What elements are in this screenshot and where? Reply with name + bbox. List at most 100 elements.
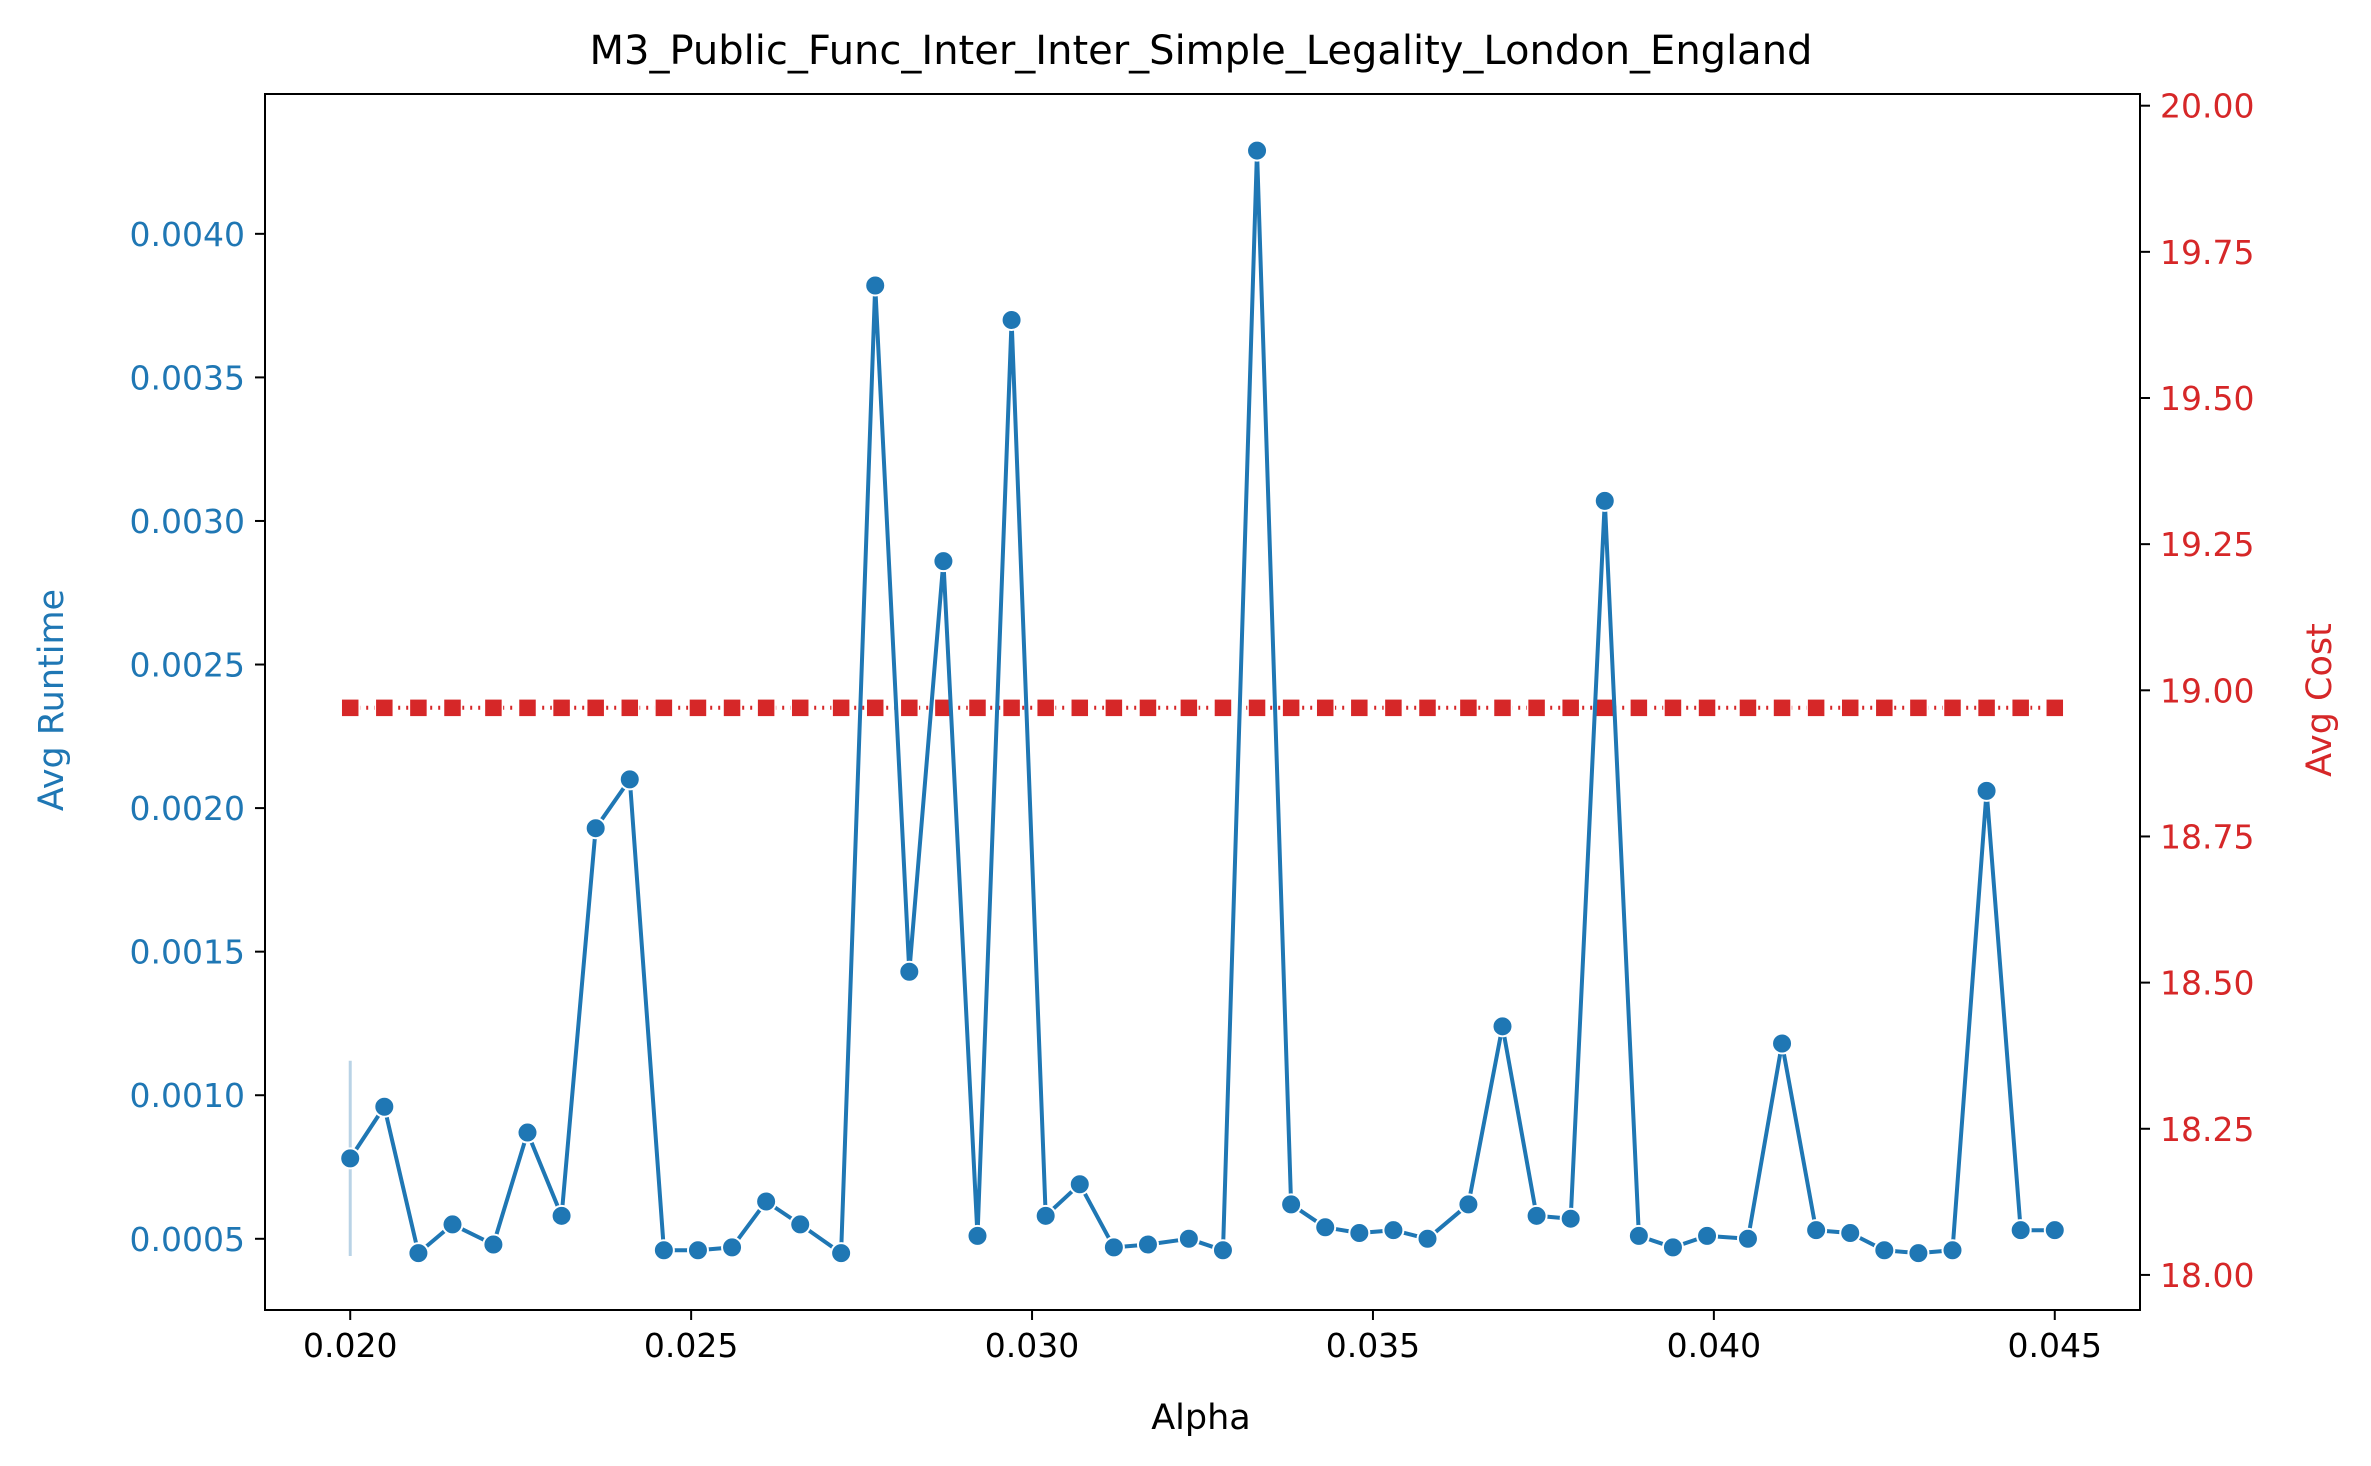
runtime-point [1416,1227,1439,1250]
runtime-point [373,1095,396,1118]
cost-point [1458,698,1479,718]
runtime-point [1177,1227,1200,1250]
runtime-point [441,1213,464,1236]
y-right-tick-label: 19.50 [2160,379,2254,418]
y-right-tick-label: 20.00 [2160,87,2254,126]
runtime-point [618,768,641,791]
runtime-point [1593,489,1616,512]
y-right-tick-label: 19.75 [2160,233,2254,272]
y-right-tick-label: 19.00 [2160,671,2254,710]
cost-point [1417,698,1438,718]
runtime-point [1102,1236,1125,1259]
y-left-tick-label: 0.0030 [130,502,245,541]
cost-point [1001,698,1022,718]
runtime-point [1136,1233,1159,1256]
plot-area: 0.020 0.025 0.030 0.035 0.040 0.045 0.0005 0.00… [130,87,2255,1365]
runtime-point [1839,1222,1862,1245]
cost-point [722,698,742,718]
cost-point [442,698,463,718]
cost-point [1772,698,1792,718]
cost-point [483,698,504,718]
cost-point [1697,698,1717,718]
runtime-point [584,817,607,840]
x-tick-label: 0.035 [1326,1326,1420,1365]
cost-point [1179,698,1199,718]
runtime-point [789,1213,812,1236]
runtime-point [1348,1222,1371,1245]
cost-point [1383,698,1404,718]
y-right-tick-label: 18.50 [2160,964,2254,1003]
runtime-point [339,1147,362,1170]
chart-title: M3_Public_Func_Inter_Inter_Simple_Legali… [590,28,1813,74]
cost-point [1526,698,1547,718]
cost-point [1738,698,1758,718]
runtime-point [1314,1216,1337,1239]
runtime-point [1736,1227,1759,1250]
cost-point [2045,698,2065,718]
cost-point [899,698,920,718]
cost-point [790,698,810,718]
plot-frame [264,93,2141,1311]
cost-point [1247,698,1267,718]
cost-point [1070,698,1090,718]
cost-point [1035,698,1056,718]
runtime-point [652,1239,675,1262]
runtime-point [1661,1236,1684,1259]
cost-point [517,698,538,718]
y-right-tick-label: 19.25 [2160,525,2254,564]
y-right-tick-label: 18.75 [2160,817,2254,856]
cost-point [1595,698,1615,718]
runtime-point [1696,1224,1719,1247]
cost-point [1492,698,1513,718]
runtime-point [1211,1239,1234,1262]
runtime-point [516,1121,539,1144]
cost-point [1840,698,1860,718]
runtime-point [1941,1239,1964,1262]
cost-point [1349,698,1370,718]
y-left-tick-label: 0.0035 [130,358,245,397]
cost-point [1874,698,1895,718]
runtime-point [482,1233,505,1256]
x-tick-label: 0.020 [303,1326,397,1365]
runtime-point [755,1190,778,1213]
runtime-point [1559,1207,1582,1230]
runtime-point [1805,1219,1828,1242]
cost-point [340,698,360,718]
cost-point [585,698,606,718]
cost-point [1104,698,1124,718]
cost-point [551,698,572,718]
y-axis-right-label: Avg Cost [2300,623,2340,777]
y-left-tick-label: 0.0010 [130,1076,245,1115]
y-left-tick-label: 0.0025 [130,646,245,685]
cost-point [831,698,851,718]
cost-point [1908,698,1929,718]
x-tick-label: 0.040 [1667,1326,1761,1365]
cost-point [1942,698,1963,718]
runtime-point [898,960,921,983]
runtime-point [830,1242,853,1265]
runtime-point [407,1242,430,1265]
cost-point [865,698,885,718]
runtime-point [1382,1219,1405,1242]
runtime-point [1907,1242,1930,1265]
runtime-point [1525,1204,1548,1227]
runtime-point [1771,1032,1794,1055]
runtime-series-line [348,148,2055,1256]
runtime-point [864,274,887,297]
cost-point [620,698,640,718]
cost-point [1976,698,1997,718]
y-right-tick-label: 18.25 [2160,1110,2254,1149]
cost-point [688,698,708,718]
runtime-point [1975,779,1998,802]
cost-point [654,698,674,718]
y-left-tick-label: 0.0020 [130,789,245,828]
cost-point [1138,698,1158,718]
y-left-tick-label: 0.0015 [130,933,245,972]
y-right-tick-label: 18.00 [2160,1256,2254,1295]
cost-point [756,698,776,718]
runtime-point [721,1236,744,1259]
runtime-point [932,550,955,573]
runtime-point [1280,1193,1303,1216]
cost-point [1315,698,1335,718]
